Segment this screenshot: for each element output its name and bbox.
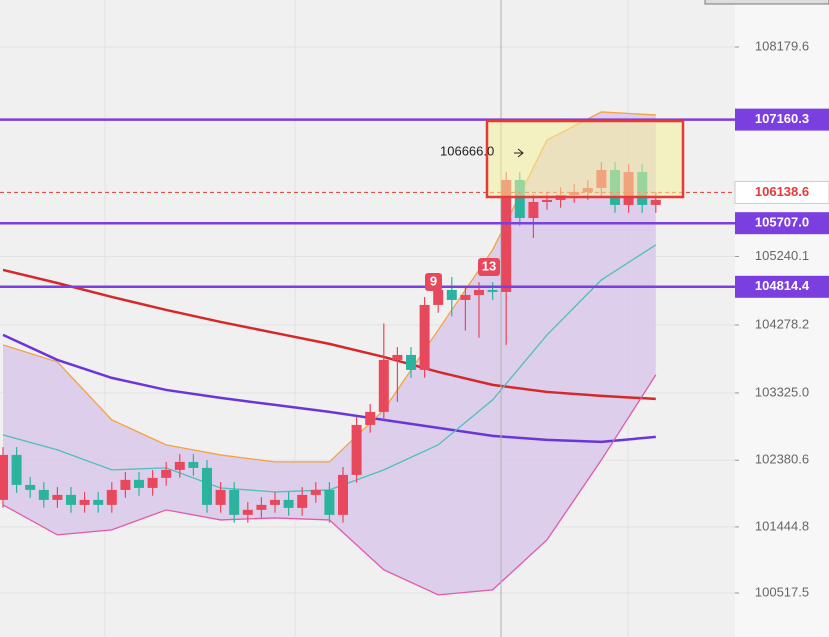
candle-body <box>406 354 416 370</box>
candle-body <box>106 489 117 505</box>
candle-body <box>52 494 63 500</box>
candle-body <box>392 354 403 360</box>
candle-body <box>202 467 212 505</box>
y-tick-label: 104278.2 <box>755 316 809 331</box>
marker-box <box>478 258 500 276</box>
marker-label: 9 <box>430 273 437 288</box>
y-tick-label: 101444.8 <box>755 518 809 533</box>
axis-layer: 108179.6 105240.1 104278.2 103325.0 102380.6… <box>735 38 809 599</box>
candle-body <box>446 289 457 300</box>
candle-body <box>487 289 498 292</box>
marker-box <box>425 273 442 291</box>
level-label: 105707.0 <box>755 215 809 230</box>
candle-body <box>283 499 294 508</box>
axis-panel <box>735 0 829 637</box>
level-layer: 107160.3 105707.0 104814.4 106138.6 <box>0 108 829 298</box>
candle-body <box>365 411 376 425</box>
candle-body <box>270 499 280 505</box>
candle-body <box>25 484 36 490</box>
marker-label: 13 <box>482 258 496 273</box>
candle-body <box>215 489 226 505</box>
y-tick-label: 100517.5 <box>755 584 809 599</box>
note-arrow <box>514 148 524 158</box>
candle-body <box>324 489 335 515</box>
candle-body <box>174 461 185 470</box>
y-tick-label: 105240.1 <box>755 248 809 263</box>
candle-body <box>66 494 76 505</box>
candle-body <box>542 199 552 202</box>
candle-body <box>188 461 199 468</box>
y-tick-label: 108179.6 <box>755 38 809 53</box>
candle-body <box>378 359 389 412</box>
candle-body <box>147 477 158 488</box>
toolbar-edge <box>704 0 829 5</box>
indicator-line <box>2 268 656 401</box>
candle-body <box>501 179 512 292</box>
candle-body <box>528 201 539 218</box>
candle-body <box>134 479 144 488</box>
candle-body <box>514 179 525 218</box>
last-price-label: 106138.6 <box>755 184 809 199</box>
indicator-line <box>2 333 656 444</box>
y-tick-label: 103325.0 <box>755 384 809 399</box>
candle-body <box>161 469 172 478</box>
level-label-box <box>735 275 829 298</box>
candle-body <box>242 509 253 515</box>
candle-body <box>460 294 471 300</box>
level-label: 104814.4 <box>755 278 810 293</box>
candle-body <box>79 499 90 505</box>
candle-body <box>256 504 267 510</box>
level-label: 107160.3 <box>755 111 809 126</box>
y-tick-label: 102380.6 <box>755 452 809 467</box>
candle-body <box>474 289 484 295</box>
candle-body <box>310 489 321 495</box>
candle-body <box>297 494 308 508</box>
candle-body <box>338 474 348 515</box>
last-price-box <box>734 180 829 204</box>
candle-body <box>433 289 444 305</box>
price-note: 106666.0 <box>440 143 494 158</box>
candle-body <box>351 424 362 475</box>
candle-body <box>120 479 131 490</box>
level-label-box <box>735 108 829 131</box>
candle-body <box>11 454 22 485</box>
level-label-box <box>735 212 829 235</box>
candle-body <box>419 304 430 370</box>
candle-body <box>650 199 661 205</box>
highlight-box <box>485 119 685 199</box>
candle-body <box>229 489 240 515</box>
candle-body <box>93 499 104 505</box>
candle-body <box>0 454 8 500</box>
candle-body <box>38 489 49 500</box>
